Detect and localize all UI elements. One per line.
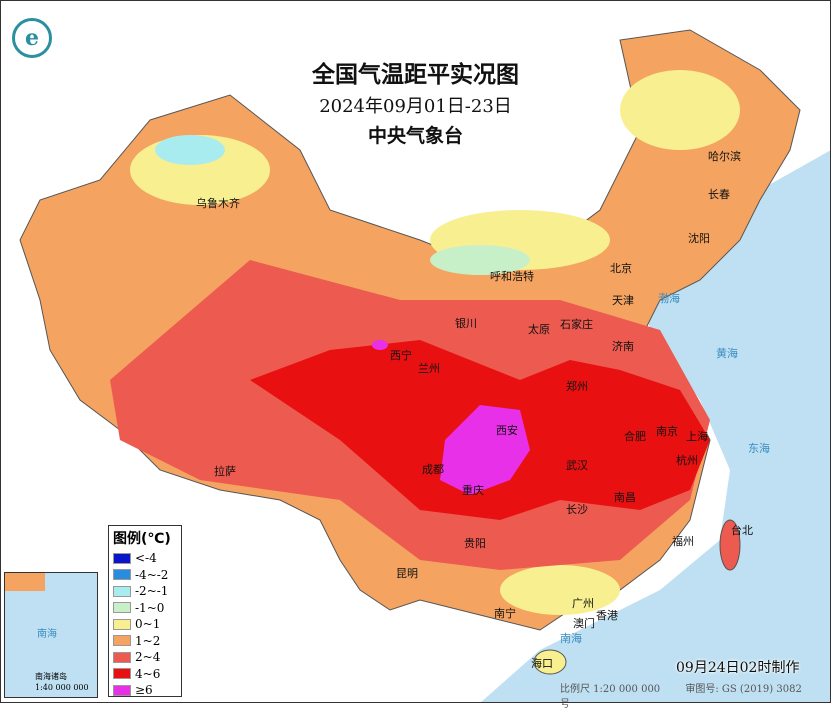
city-label: 香港 — [596, 609, 618, 622]
city-label: 福州 — [672, 535, 694, 548]
legend-item: -2~-1 — [113, 583, 177, 600]
sea-label: 渤海 — [658, 292, 680, 305]
city-label: 合肥 — [624, 430, 646, 443]
city-label: 长春 — [708, 188, 730, 201]
city-label: 台北 — [731, 524, 753, 537]
south-china-sea-inset: 南海 南海诸岛 1:40 000 000 — [4, 572, 98, 698]
city-label: 西安 — [496, 424, 518, 437]
sea-label: 黄海 — [716, 347, 738, 360]
sea-label: 南海 — [560, 632, 582, 645]
legend-title: 图例(℃) — [113, 531, 171, 547]
city-label: 呼和浩特 — [490, 270, 534, 283]
legend-item: ≥6 — [113, 682, 177, 699]
city-label: 杭州 — [676, 454, 698, 467]
city-label: 北京 — [610, 262, 632, 275]
cma-logo: e — [12, 18, 52, 58]
city-label: 太原 — [528, 323, 550, 336]
city-label: 郑州 — [566, 380, 588, 393]
city-label: 广州 — [572, 597, 594, 610]
city-label: 西宁 — [390, 349, 412, 362]
inset-scale: 1:40 000 000 — [35, 683, 89, 692]
inset-label: 南海诸岛 — [35, 672, 67, 681]
legend-swatch — [113, 585, 131, 597]
legend-label: 1~2 — [135, 633, 161, 648]
city-label: 南宁 — [494, 607, 516, 620]
legend-swatch — [113, 651, 131, 663]
city-label: 南京 — [656, 425, 678, 438]
date-range: 2024年09月01日-23日 — [319, 96, 512, 117]
city-label: 石家庄 — [560, 318, 593, 331]
city-label: 武汉 — [566, 459, 588, 472]
legend-item: <-4 — [113, 550, 177, 567]
city-label: 银川 — [455, 317, 477, 330]
legend-item: 0~1 — [113, 616, 177, 633]
legend-label: ≥6 — [135, 683, 153, 698]
city-label: 成都 — [422, 463, 444, 476]
scale-text: 比例尺 1:20 000 000 — [560, 684, 661, 695]
city-label: 重庆 — [462, 484, 484, 497]
legend-label: -2~-1 — [135, 584, 169, 599]
legend-swatch — [113, 569, 131, 581]
legend-swatch — [113, 635, 131, 647]
made-time: 09月24日02时制作 — [676, 660, 800, 676]
legend-item: 4~6 — [113, 666, 177, 683]
legend-swatch — [113, 618, 131, 630]
city-label: 沈阳 — [688, 232, 710, 245]
city-label: 天津 — [612, 294, 634, 307]
city-label: 哈尔滨 — [708, 150, 741, 163]
legend: 图例(℃) <-4 -4~-2 -2~-1 -1~0 0~1 1~2 2~4 4~6 ≥6 — [108, 525, 182, 697]
legend-label: <-4 — [135, 551, 157, 566]
city-label: 海口 — [531, 657, 553, 670]
legend-item: -1~0 — [113, 600, 177, 617]
legend-label: -1~0 — [135, 600, 165, 615]
legend-item: 2~4 — [113, 649, 177, 666]
legend-label: 0~1 — [135, 617, 161, 632]
legend-item: 1~2 — [113, 633, 177, 650]
legend-swatch — [113, 668, 131, 680]
city-label: 乌鲁木齐 — [196, 197, 240, 210]
city-label: 昆明 — [396, 567, 418, 580]
city-label: 兰州 — [418, 362, 440, 375]
city-label: 南昌 — [614, 491, 636, 504]
legend-swatch — [113, 684, 131, 696]
legend-label: 4~6 — [135, 666, 161, 681]
city-label: 济南 — [612, 340, 634, 353]
legend-label: 2~4 — [135, 650, 161, 665]
legend-item: -4~-2 — [113, 567, 177, 584]
city-label: 拉萨 — [214, 465, 236, 478]
map-title: 全国气温距平实况图 — [312, 62, 519, 88]
sea-label: 东海 — [748, 442, 770, 455]
city-label: 上海 — [686, 430, 708, 443]
city-label: 澳门 — [573, 617, 595, 630]
issuer: 中央气象台 — [367, 125, 463, 147]
inset-sea-label: 南海 — [37, 629, 57, 640]
legend-swatch — [113, 602, 131, 614]
legend-swatch — [113, 552, 131, 564]
city-label: 贵阳 — [464, 537, 486, 550]
city-label: 长沙 — [566, 503, 588, 516]
legend-label: -4~-2 — [135, 567, 169, 582]
